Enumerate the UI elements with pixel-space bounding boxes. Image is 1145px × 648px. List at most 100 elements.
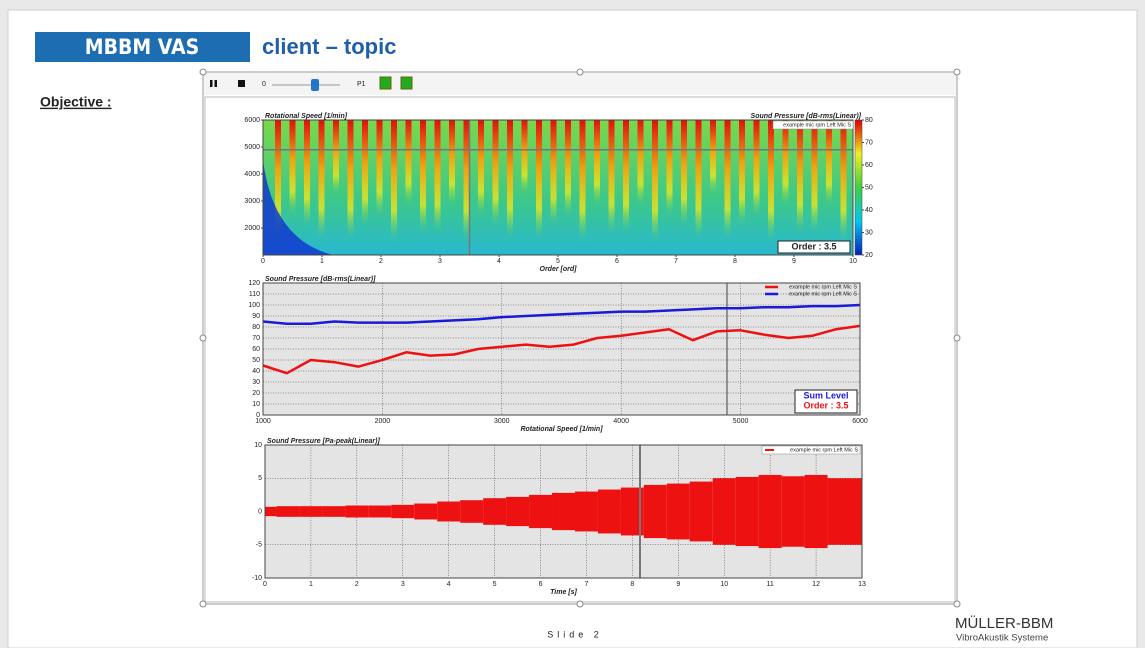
heatmap-stripe: [594, 120, 600, 206]
heatmap-stripe: [275, 120, 281, 242]
annotation-box: [794, 389, 858, 414]
x-label: Time [s]: [550, 589, 577, 596]
y-tick-label: 0: [258, 508, 262, 515]
x-tick-label: 7: [585, 581, 589, 588]
x-tick-label: 10: [720, 581, 728, 588]
x-tick-label: 3: [438, 258, 442, 265]
waveform-envelope: [735, 476, 759, 547]
heatmap-stripe: [695, 120, 702, 239]
legend-label: example mic rpm Left Mic S: [789, 291, 857, 297]
y-tick-label: 90: [252, 313, 260, 320]
heatmap-stripe: [753, 120, 760, 217]
colorbar: [854, 119, 863, 256]
heatmap-stripe: [289, 120, 296, 216]
x-tick-label: 2: [379, 258, 383, 265]
handle[interactable]: [953, 600, 961, 608]
heatmap-stripe: [521, 120, 528, 195]
x-tick-label: 0: [263, 581, 267, 588]
position-label: P1: [357, 81, 366, 88]
waveform-envelope: [276, 506, 300, 517]
x-tick-label: 0: [261, 258, 265, 265]
waveform-envelope: [460, 500, 484, 523]
heatmap-stripe: [797, 120, 803, 234]
x-tick-label: 11: [767, 581, 774, 588]
x-tick-label: 9: [792, 258, 796, 265]
heatmap-stripe: [449, 120, 455, 206]
y2-tick-label: 40: [865, 207, 873, 214]
y2-tick-label: 20: [865, 252, 873, 259]
y2-tick-label: 60: [865, 162, 873, 169]
handle[interactable]: [576, 600, 584, 608]
waveform-envelope: [574, 491, 598, 532]
y2-tick-label: 50: [865, 184, 873, 191]
pause-button[interactable]: [214, 80, 218, 87]
y-tick-label: 5000: [244, 144, 260, 151]
y2-tick-label: 80: [865, 117, 873, 124]
waveform-envelope: [689, 481, 713, 542]
x-label: Order [ord]: [540, 266, 578, 273]
y-tick-label: 80: [252, 324, 260, 331]
legend-label: example mic rpm Left Mic S: [789, 284, 857, 290]
waveform-envelope: [712, 478, 736, 545]
slide-number: Slide 2: [547, 629, 603, 639]
y2-tick-label: 30: [865, 229, 873, 236]
x-tick-label: 1: [320, 258, 324, 265]
heatmap-stripe: [376, 120, 383, 217]
waveform-envelope: [368, 505, 392, 518]
y-tick-label: 6000: [244, 117, 260, 124]
slider-value: 0: [262, 81, 266, 88]
heatmap-stripe: [492, 120, 499, 226]
legend-box: [761, 445, 861, 455]
heatmap-stripe: [333, 120, 339, 195]
y-tick-label: 110: [249, 291, 260, 298]
y-tick-label: 120: [248, 280, 260, 287]
handle[interactable]: [953, 334, 961, 342]
heatmap-stripe: [318, 120, 325, 239]
waveform-envelope: [597, 489, 621, 534]
waveform-envelope: [552, 492, 575, 531]
y-tick-label: 5: [258, 475, 262, 482]
pause-button[interactable]: [210, 80, 213, 87]
waveform-envelope: [265, 506, 277, 517]
waveform-envelope: [620, 487, 644, 536]
company: MÜLLER-BBM: [955, 614, 1053, 632]
y-tick-label: 10: [252, 401, 260, 408]
waveform-envelope: [758, 474, 782, 549]
heatmap-stripe: [637, 120, 644, 206]
badge-box: [35, 32, 250, 62]
heatmap-stripe: [565, 120, 571, 217]
heatmap-stripe: [478, 120, 484, 216]
y-tick-label: -5: [256, 542, 262, 549]
handle[interactable]: [576, 68, 584, 76]
y2-label: Sound Pressure [dB-rms(Linear)]: [751, 113, 862, 120]
annotation-box: [777, 240, 851, 254]
waveform-envelope: [529, 494, 553, 529]
heatmap-stripe: [652, 120, 658, 242]
legend-label: example mic rpm Left Mic S: [783, 122, 851, 128]
waveform-envelope: [437, 501, 461, 522]
heatmap-low: [263, 160, 333, 255]
tool-icon[interactable]: [379, 76, 392, 90]
handle[interactable]: [199, 68, 207, 76]
stop-button[interactable]: [238, 80, 245, 87]
y-tick-label: 3000: [244, 198, 260, 205]
slider-thumb[interactable]: [311, 79, 319, 91]
plot-border: [262, 282, 861, 416]
badge: MBBM VAS: [85, 35, 199, 59]
waveform-envelope: [414, 503, 438, 520]
x-tick-label: 6: [615, 258, 619, 265]
handle[interactable]: [953, 68, 961, 76]
plot-border: [264, 444, 863, 579]
slide-title: client – topic: [262, 34, 396, 59]
tool-icon[interactable]: [400, 76, 413, 90]
y-tick-label: 60: [252, 346, 260, 353]
heatmap-stripe: [507, 120, 513, 239]
annotation: Sum Level: [803, 390, 848, 400]
x-tick-label: 4000: [613, 418, 629, 425]
handle[interactable]: [199, 334, 207, 342]
waveform-envelope: [827, 478, 851, 545]
legend-box: [772, 120, 854, 130]
heatmap-stripe: [347, 120, 354, 239]
x-tick-label: 2000: [375, 418, 391, 425]
handle[interactable]: [199, 600, 207, 608]
